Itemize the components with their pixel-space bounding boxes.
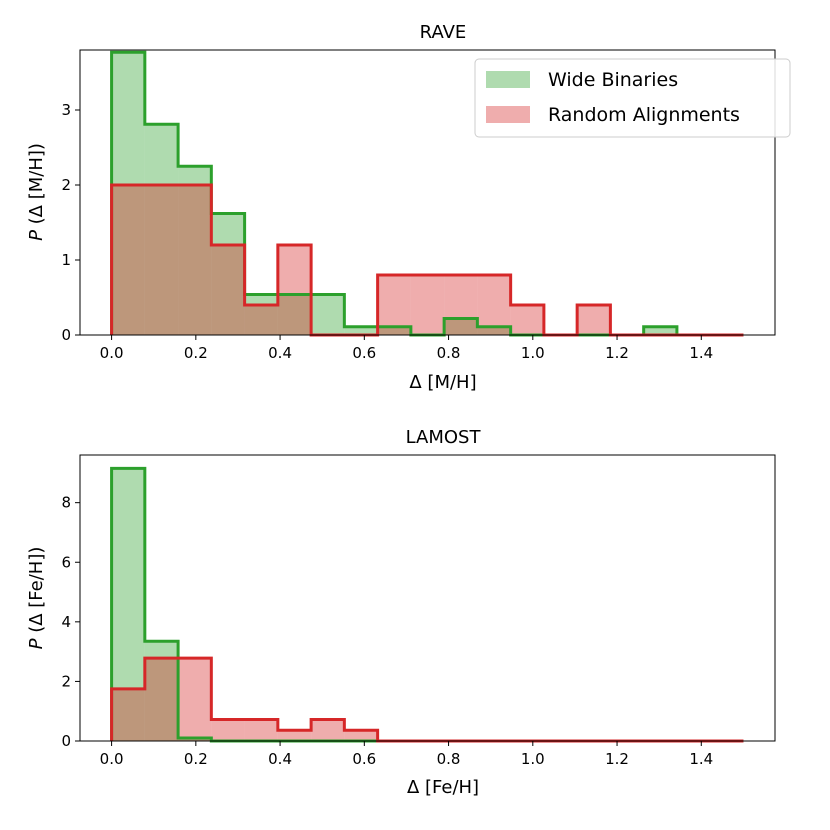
lamost-wide-binaries-bar <box>111 468 145 741</box>
rave-y-axis-label-italic: P <box>26 230 47 241</box>
lamost-y-axis-label-italic: P <box>26 638 47 649</box>
lamost-random-alignments-bar <box>311 719 345 741</box>
lamost-y-tick-label: 8 <box>61 494 71 512</box>
lamost-x-tick-label: 0.4 <box>268 750 292 768</box>
lamost-y-tick-label: 2 <box>61 672 71 690</box>
rave-random-alignments-bar <box>111 185 145 335</box>
lamost-y-tick-label: 4 <box>61 613 71 631</box>
rave-random-alignments-bar <box>211 245 245 335</box>
rave-random-alignments-bar <box>410 275 445 335</box>
lamost-random-alignments-bar <box>211 719 245 741</box>
rave-y-tick-label: 0 <box>61 326 71 344</box>
lamost-x-ticks: 0.0 0.2 0.4 0.6 0.8 1.0 1.2 1.4 <box>100 741 713 768</box>
rave-x-tick-label: 1.2 <box>605 344 629 362</box>
lamost-x-tick-label: 1.4 <box>689 750 713 768</box>
rave-random-alignments-bar <box>178 185 212 335</box>
rave-wide-binaries-bar <box>344 326 378 335</box>
rave-random-alignments-bars <box>111 185 611 335</box>
lamost-y-tick-label: 6 <box>61 553 71 571</box>
rave-wide-binaries-bar <box>111 52 145 335</box>
rave-x-tick-label: 0.2 <box>184 344 208 362</box>
lamost-y-tick-label: 0 <box>61 732 71 750</box>
lamost-random-alignments-bar <box>178 658 212 741</box>
lamost-random-alignments-bar <box>111 688 145 741</box>
rave-wide-binaries-bar <box>178 166 212 335</box>
rave-x-tick-label: 1.0 <box>521 344 545 362</box>
rave-wide-binaries-bars <box>111 52 677 335</box>
lamost-random-alignments-bar <box>277 730 312 741</box>
rave-random-alignments-outline <box>110 183 744 337</box>
legend-swatch-random-alignments <box>486 106 530 123</box>
legend-swatch-wide-binaries <box>486 71 530 88</box>
lamost-x-tick-label: 0.2 <box>184 750 208 768</box>
rave-legend: Wide Binaries Random Alignments <box>474 58 791 138</box>
rave-x-tick-label: 0.0 <box>100 344 124 362</box>
rave-wide-binaries-bar <box>277 294 312 335</box>
rave-random-alignments-bar <box>444 275 478 335</box>
rave-axes-frame <box>79 49 776 336</box>
lamost-random-alignments-bar <box>144 658 179 741</box>
rave-x-ticks: 0.0 0.2 0.4 0.6 0.8 1.0 1.2 1.4 <box>100 335 713 362</box>
rave-panel: RAVE 0.0 0.2 0.4 0.6 0.8 1.0 1.2 1.4 0 1 2 3 Δ [M/… <box>26 22 791 393</box>
legend-label-random-alignments: Random Alignments <box>548 104 740 126</box>
rave-random-alignments-bar <box>144 185 179 335</box>
rave-random-alignments-bar <box>377 275 411 335</box>
lamost-x-tick-label: 0.6 <box>352 750 376 768</box>
lamost-x-tick-label: 1.0 <box>521 750 545 768</box>
rave-random-alignments-bar <box>577 305 611 335</box>
rave-y-axis-label: P (Δ [M/H]) <box>26 143 47 241</box>
legend-label-wide-binaries: Wide Binaries <box>548 69 678 91</box>
lamost-x-tick-label: 1.2 <box>605 750 629 768</box>
rave-wide-binaries-bar <box>244 294 278 335</box>
rave-wide-binaries-bar <box>444 318 478 335</box>
lamost-axes-frame <box>79 454 776 742</box>
rave-y-tick-label: 2 <box>61 176 71 194</box>
legend-box <box>474 58 791 138</box>
lamost-y-axis-label-rest: (Δ [Fe/H]) <box>26 547 47 639</box>
rave-y-tick-label: 1 <box>61 251 71 269</box>
rave-wide-binaries-bar <box>311 294 345 335</box>
rave-x-tick-label: 0.6 <box>352 344 376 362</box>
rave-wide-binaries-bar <box>144 124 179 335</box>
rave-y-ticks: 0 1 2 3 <box>61 101 80 344</box>
rave-x-tick-label: 1.4 <box>689 344 713 362</box>
lamost-y-ticks: 0 2 4 6 8 <box>61 494 80 750</box>
rave-x-tick-label: 0.8 <box>437 344 461 362</box>
rave-random-alignments-bar <box>477 275 511 335</box>
rave-random-alignments-bar <box>244 305 278 335</box>
rave-x-axis-label: Δ [M/H] <box>409 372 476 393</box>
rave-wide-binaries-bar <box>643 326 677 335</box>
rave-y-tick-label: 3 <box>61 101 71 119</box>
lamost-random-alignments-bars <box>111 658 378 741</box>
lamost-panel: LAMOST 0.0 0.2 0.4 0.6 0.8 1.0 1.2 1.4 0 2 4 6 8 Δ … <box>26 427 776 798</box>
rave-wide-binaries-bar <box>377 326 411 335</box>
lamost-x-tick-label: 0.8 <box>437 750 461 768</box>
rave-wide-binaries-bar <box>477 326 511 335</box>
rave-random-alignments-bar <box>277 245 312 335</box>
lamost-random-alignments-bar <box>344 730 378 741</box>
lamost-random-alignments-bar <box>244 719 278 741</box>
rave-x-tick-label: 0.4 <box>268 344 292 362</box>
rave-random-alignments-bar <box>510 305 544 335</box>
rave-wide-binaries-bar <box>211 213 245 335</box>
rave-y-axis-label-rest: (Δ [M/H]) <box>26 143 47 230</box>
lamost-y-axis-label: P (Δ [Fe/H]) <box>26 547 47 650</box>
rave-title: RAVE <box>420 22 467 43</box>
lamost-title: LAMOST <box>406 427 482 448</box>
lamost-x-axis-label: Δ [Fe/H] <box>407 777 479 798</box>
lamost-x-tick-label: 0.0 <box>100 750 124 768</box>
